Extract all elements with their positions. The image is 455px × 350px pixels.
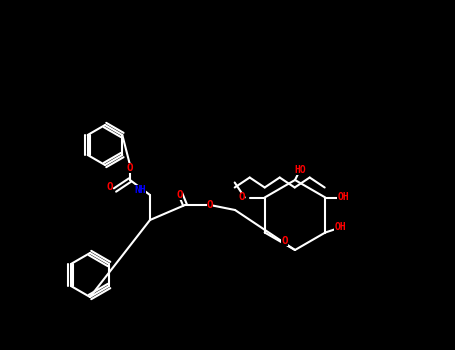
Text: NH: NH [134,185,146,195]
Text: O: O [282,236,288,246]
Text: HO: HO [294,165,306,175]
Text: O: O [106,182,113,192]
Text: OH: OH [334,223,346,232]
Text: O: O [207,200,213,210]
Text: OH: OH [338,193,349,203]
Text: O: O [177,190,183,200]
Text: O: O [238,193,245,203]
Text: O: O [126,163,133,173]
